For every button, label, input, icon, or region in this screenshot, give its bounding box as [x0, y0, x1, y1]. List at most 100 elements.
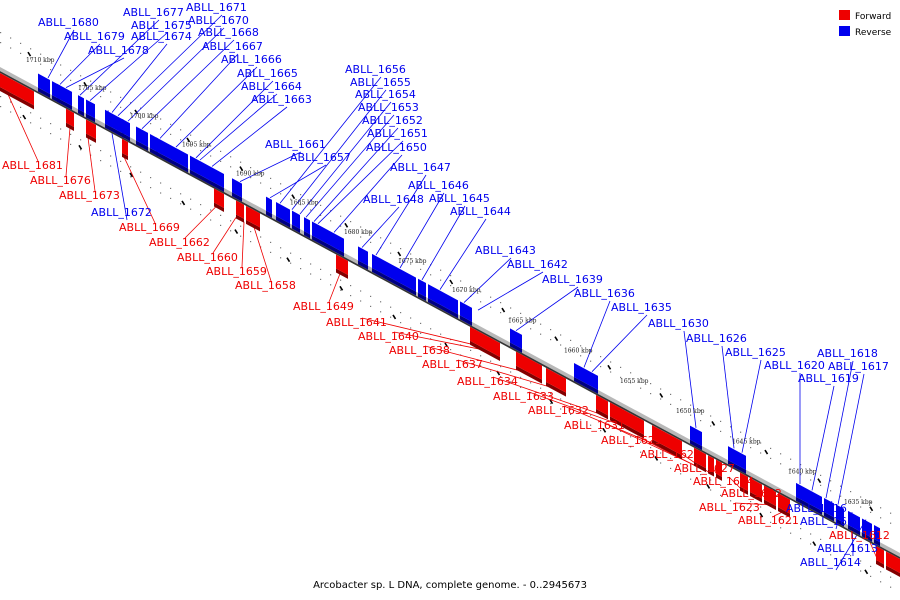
gene-feature[interactable] — [378, 257, 416, 292]
gene-label-abll-1618[interactable]: ABLL_1618 — [817, 347, 878, 360]
gene-label-abll-1637[interactable]: ABLL_1637 — [422, 358, 483, 371]
gene-label-abll-1657[interactable]: ABLL_1657 — [290, 151, 351, 164]
gene-feature[interactable] — [122, 118, 130, 138]
gene-label-abll-1641[interactable]: ABLL_1641 — [326, 316, 387, 329]
gene-feature[interactable] — [232, 178, 242, 198]
gene-label-abll-1670[interactable]: ABLL_1670 — [188, 14, 249, 27]
gene-label-abll-1671[interactable]: ABLL_1671 — [186, 1, 247, 14]
gene-feature[interactable] — [78, 95, 84, 113]
gene-feature[interactable] — [690, 425, 702, 447]
gene-label-abll-1651[interactable]: ABLL_1651 — [367, 127, 428, 140]
gene-feature[interactable] — [876, 546, 884, 565]
gene-label-abll-1630[interactable]: ABLL_1630 — [648, 317, 709, 330]
gene-feature[interactable] — [236, 200, 244, 219]
gene-label-abll-1642[interactable]: ABLL_1642 — [507, 258, 568, 271]
gene-feature[interactable] — [38, 73, 50, 94]
gene-feature[interactable] — [728, 446, 736, 465]
gene-label-abll-1659[interactable]: ABLL_1659 — [206, 265, 267, 278]
gene-label-abll-1616[interactable]: ABLL_1616 — [786, 502, 847, 515]
gene-feature[interactable] — [516, 351, 542, 380]
gene-feature[interactable] — [848, 510, 860, 532]
gene-feature[interactable] — [476, 330, 500, 357]
gene-feature[interactable] — [200, 161, 224, 188]
gene-feature[interactable] — [326, 229, 344, 253]
gene-label-abll-1647[interactable]: ABLL_1647 — [390, 161, 451, 174]
gene-label-abll-1660[interactable]: ABLL_1660 — [177, 251, 238, 264]
gene-label-abll-1622[interactable]: ABLL_1622 — [721, 487, 782, 500]
gene-feature[interactable] — [86, 99, 95, 119]
gene-label-abll-1666[interactable]: ABLL_1666 — [221, 53, 282, 66]
gene-label-abll-1614[interactable]: ABLL_1614 — [800, 556, 861, 569]
gene-label-abll-1662[interactable]: ABLL_1662 — [149, 236, 210, 249]
gene-label-abll-1623[interactable]: ABLL_1623 — [699, 501, 760, 514]
gene-feature[interactable] — [214, 188, 224, 208]
gene-feature[interactable] — [694, 447, 706, 469]
gene-label-abll-1661[interactable]: ABLL_1661 — [265, 138, 326, 151]
gene-feature[interactable] — [708, 455, 714, 473]
gene-label-abll-1631[interactable]: ABLL_1631 — [564, 419, 625, 432]
gene-feature[interactable] — [276, 202, 290, 224]
gene-label-abll-1673[interactable]: ABLL_1673 — [59, 189, 120, 202]
gene-feature[interactable] — [266, 196, 272, 214]
gene-label-abll-1680[interactable]: ABLL_1680 — [38, 16, 99, 29]
gene-label-abll-1626[interactable]: ABLL_1626 — [686, 332, 747, 345]
gene-feature[interactable] — [312, 221, 320, 240]
gene-label-abll-1640[interactable]: ABLL_1640 — [358, 330, 419, 343]
gene-label-abll-1667[interactable]: ABLL_1667 — [202, 40, 263, 53]
gene-label-abll-1643[interactable]: ABLL_1643 — [475, 244, 536, 257]
gene-feature[interactable] — [652, 425, 682, 456]
gene-feature[interactable] — [105, 109, 124, 134]
gene-feature[interactable] — [470, 326, 476, 345]
gene-label-abll-1617[interactable]: ABLL_1617 — [828, 360, 889, 373]
gene-label-abll-1632[interactable]: ABLL_1632 — [528, 404, 589, 417]
gene-label-abll-1615[interactable]: ABLL_1615 — [800, 515, 861, 528]
gene-label-abll-1646[interactable]: ABLL_1646 — [408, 179, 469, 192]
gene-label-abll-1668[interactable]: ABLL_1668 — [198, 26, 259, 39]
gene-feature[interactable] — [610, 402, 644, 435]
gene-feature[interactable] — [418, 278, 426, 298]
gene-feature[interactable] — [874, 524, 880, 543]
gene-label-abll-1644[interactable]: ABLL_1644 — [450, 205, 511, 218]
gene-feature[interactable] — [778, 493, 790, 514]
gene-feature[interactable] — [86, 119, 96, 139]
gene-feature[interactable] — [246, 205, 252, 224]
gene-label-abll-1656[interactable]: ABLL_1656 — [345, 63, 406, 76]
gene-feature[interactable] — [372, 253, 378, 272]
gene-feature[interactable] — [0, 73, 34, 106]
gene-label-abll-1672[interactable]: ABLL_1672 — [91, 206, 152, 219]
gene-feature[interactable] — [428, 284, 438, 304]
gene-label-abll-1658[interactable]: ABLL_1658 — [235, 279, 296, 292]
gene-label-abll-1665[interactable]: ABLL_1665 — [237, 67, 298, 80]
gene-label-abll-1635[interactable]: ABLL_1635 — [611, 301, 672, 314]
gene-label-abll-1663[interactable]: ABLL_1663 — [251, 93, 312, 106]
gene-feature[interactable] — [252, 209, 260, 228]
gene-label-abll-1619[interactable]: ABLL_1619 — [798, 372, 859, 385]
gene-feature[interactable] — [836, 504, 844, 523]
gene-label-abll-1634[interactable]: ABLL_1634 — [457, 375, 518, 388]
gene-label-abll-1612[interactable]: ABLL_1612 — [829, 529, 890, 542]
gene-feature[interactable] — [806, 488, 822, 511]
gene-label-abll-1613[interactable]: ABLL_1613 — [817, 542, 878, 555]
gene-label-abll-1653[interactable]: ABLL_1653 — [358, 101, 419, 114]
gene-feature[interactable] — [136, 126, 148, 147]
gene-feature[interactable] — [736, 450, 746, 470]
gene-label-abll-1676[interactable]: ABLL_1676 — [30, 174, 91, 187]
gene-feature[interactable] — [764, 485, 776, 507]
gene-feature[interactable] — [57, 83, 72, 106]
gene-feature[interactable] — [824, 497, 834, 518]
gene-label-abll-1655[interactable]: ABLL_1655 — [350, 76, 411, 89]
gene-label-abll-1639[interactable]: ABLL_1639 — [542, 273, 603, 286]
gene-feature[interactable] — [66, 108, 74, 127]
gene-label-abll-1652[interactable]: ABLL_1652 — [362, 114, 423, 127]
gene-label-abll-1679[interactable]: ABLL_1679 — [64, 30, 125, 43]
gene-feature[interactable] — [358, 246, 368, 266]
gene-label-abll-1633[interactable]: ABLL_1633 — [493, 390, 554, 403]
gene-label-abll-1678[interactable]: ABLL_1678 — [88, 44, 149, 57]
gene-feature[interactable] — [750, 478, 762, 499]
gene-label-abll-1624[interactable]: ABLL_1624 — [693, 475, 754, 488]
gene-label-abll-1629[interactable]: ABLL_1629 — [601, 434, 662, 447]
gene-label-abll-1645[interactable]: ABLL_1645 — [429, 192, 490, 205]
gene-feature[interactable] — [574, 362, 598, 390]
gene-feature[interactable] — [886, 551, 900, 573]
gene-feature[interactable] — [740, 472, 748, 491]
